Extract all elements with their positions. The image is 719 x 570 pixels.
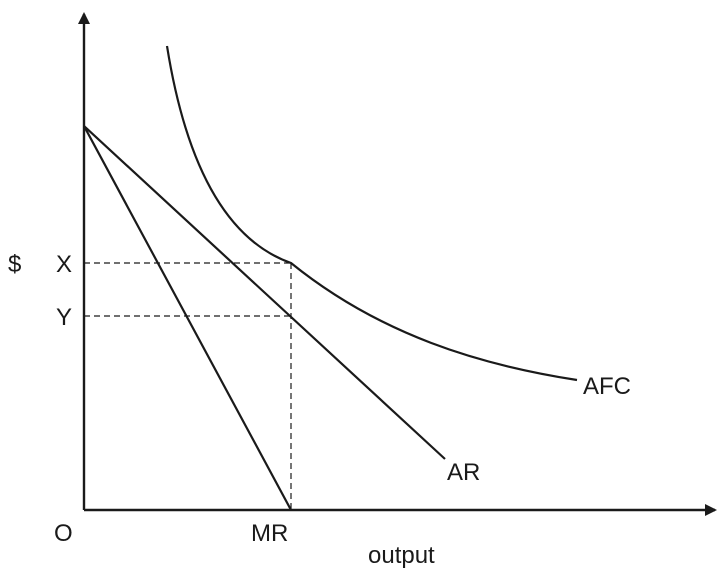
ar-label: AR bbox=[447, 459, 480, 486]
ar-line bbox=[83, 125, 446, 460]
mr-label: MR bbox=[251, 520, 288, 547]
afc-label: AFC bbox=[583, 373, 631, 400]
origin-label: O bbox=[54, 520, 73, 547]
mr-line bbox=[83, 125, 292, 511]
y-axis-label: $ bbox=[8, 251, 21, 278]
price-y-label: Y bbox=[56, 304, 72, 331]
x-axis-label: output bbox=[368, 542, 435, 569]
afc-curve bbox=[165, 45, 578, 382]
price-x-label: X bbox=[56, 251, 72, 278]
